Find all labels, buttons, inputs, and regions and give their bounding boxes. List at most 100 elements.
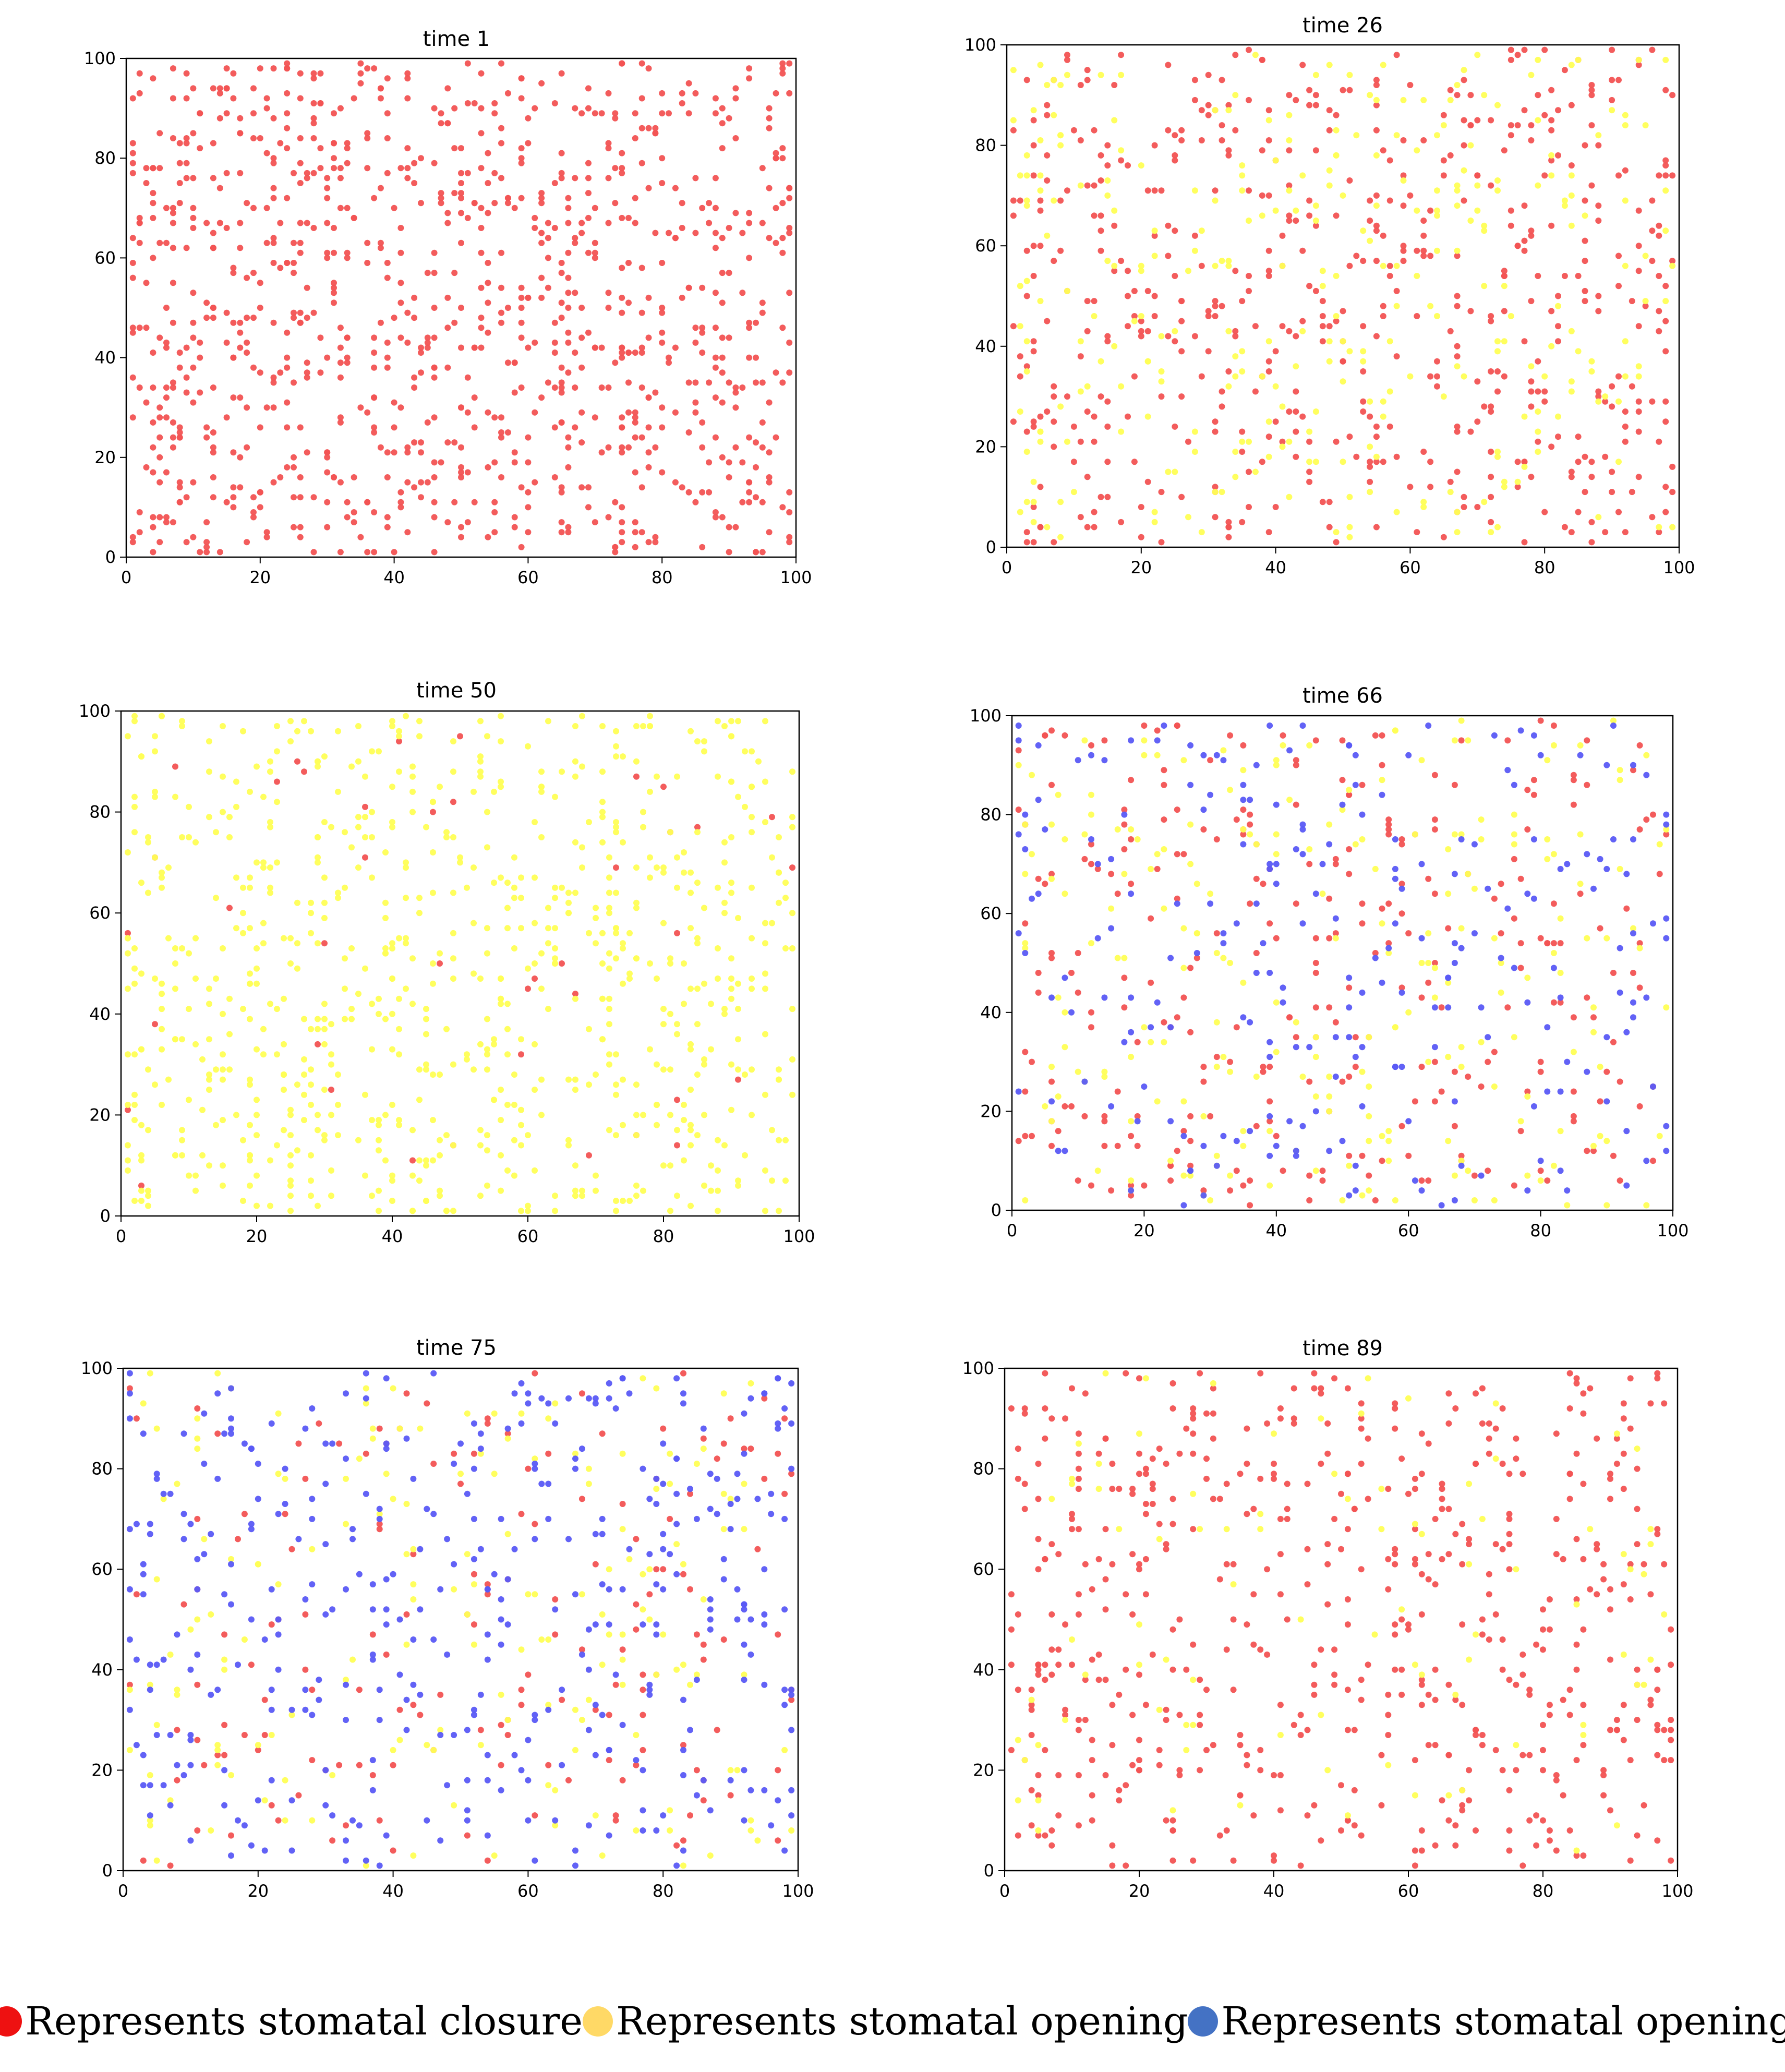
scatter-point-opening_blue [1062, 974, 1068, 981]
scatter-point-opening_blue [376, 1515, 383, 1522]
scatter-point-closure [150, 165, 156, 172]
scatter-point-opening_yellow [579, 1192, 585, 1199]
scatter-point-closure [746, 65, 753, 72]
scatter-point-opening_yellow [1613, 1822, 1620, 1829]
scatter-point-closure [1365, 1435, 1371, 1442]
scatter-point-opening_yellow [1511, 1034, 1517, 1041]
scatter-point-closure [1588, 82, 1595, 88]
scatter-point-opening_yellow [1405, 1009, 1412, 1016]
scatter-point-opening_blue [498, 1787, 504, 1793]
scatter-point-opening_yellow [694, 935, 701, 942]
scatter-point-closure [451, 190, 458, 197]
scatter-point-closure [1290, 1415, 1297, 1422]
scatter-point-closure [1017, 373, 1023, 380]
scatter-point-opening_blue [1643, 994, 1650, 1001]
scatter-point-opening_blue [1280, 999, 1286, 1006]
scatter-point-closure [1326, 1004, 1333, 1011]
scatter-point-opening_yellow [518, 1646, 525, 1653]
scatter-point-closure [1212, 484, 1219, 490]
scatter-point-opening_yellow [1451, 737, 1458, 744]
scatter-point-closure [418, 350, 424, 356]
scatter-point-closure [1180, 851, 1187, 858]
scatter-point-closure [250, 135, 257, 141]
x-tick-label: 20 [1133, 1221, 1155, 1240]
scatter-point-closure [1304, 1546, 1311, 1552]
scatter-point-closure [277, 474, 284, 480]
scatter-point-opening_yellow [1617, 777, 1623, 784]
scatter-point-opening_yellow [335, 1102, 341, 1108]
scatter-point-closure [464, 170, 471, 176]
scatter-point-closure [1062, 732, 1068, 739]
scatter-point-opening_yellow [776, 1066, 782, 1073]
scatter-point-closure [1595, 388, 1602, 395]
y-tick-label: 20 [975, 437, 996, 456]
scatter-point-closure [324, 255, 331, 261]
scatter-point-closure [270, 65, 277, 72]
scatter-point-closure [344, 354, 351, 361]
scatter-point-closure [1526, 1691, 1533, 1698]
scatter-point-closure [1198, 137, 1205, 143]
scatter-point-closure [1259, 56, 1265, 63]
scatter-point-opening_yellow [430, 889, 436, 896]
y-tick-label: 60 [975, 236, 996, 256]
scatter-point-opening_yellow [410, 1596, 417, 1603]
scatter-point-opening_blue [673, 1455, 680, 1462]
scatter-point-closure [1246, 273, 1252, 279]
scatter-point-opening_yellow [213, 1066, 219, 1073]
scatter-point-closure [1142, 1465, 1149, 1472]
scatter-point-opening_yellow [715, 773, 721, 780]
scatter-point-closure [450, 799, 456, 805]
scatter-point-closure [458, 474, 464, 480]
scatter-point-closure [1392, 1546, 1398, 1552]
scatter-point-opening_yellow [599, 1852, 606, 1859]
scatter-point-opening_yellow [1513, 1566, 1519, 1573]
scatter-point-opening_blue [1650, 1083, 1656, 1090]
scatter-point-closure [1111, 82, 1118, 88]
scatter-point-opening_yellow [254, 763, 260, 770]
x-tick-label: 100 [1663, 558, 1695, 577]
scatter-point-opening_yellow [1492, 1400, 1499, 1407]
scatter-point-closure [1299, 413, 1306, 420]
scatter-point-closure [1048, 1078, 1055, 1085]
scatter-point-opening_yellow [762, 940, 768, 947]
scatter-point-opening_yellow [172, 793, 178, 800]
scatter-point-closure [1513, 1455, 1519, 1462]
scatter-point-opening_yellow [152, 733, 158, 740]
scatter-point-opening_yellow [131, 1102, 138, 1108]
scatter-point-closure [1573, 1536, 1580, 1543]
scatter-point-opening_yellow [660, 864, 667, 871]
x-tick-label: 0 [1007, 1221, 1017, 1240]
scatter-point-opening_yellow [578, 1717, 585, 1724]
scatter-point-closure [1104, 398, 1111, 405]
scatter-point-closure [1200, 826, 1207, 833]
scatter-point-opening_yellow [1273, 1049, 1280, 1055]
scatter-point-closure [1068, 1103, 1075, 1110]
scatter-point-closure [687, 1586, 693, 1593]
scatter-point-closure [1250, 1505, 1257, 1512]
scatter-point-closure [1311, 1681, 1318, 1688]
scatter-point-closure [679, 100, 685, 106]
scatter-point-opening_yellow [382, 1112, 389, 1118]
scatter-point-closure [1306, 102, 1313, 109]
scatter-point-closure [1506, 1847, 1513, 1854]
scatter-point-closure [344, 204, 351, 211]
scatter-point-closure [1427, 207, 1434, 214]
scatter-point-closure [1600, 1772, 1607, 1778]
scatter-point-closure [592, 110, 598, 117]
scatter-point-opening_blue [228, 1561, 234, 1568]
scatter-point-closure [176, 160, 183, 166]
scatter-point-closure [1656, 438, 1662, 445]
scatter-point-closure [1191, 232, 1198, 239]
scatter-point-opening_yellow [1445, 1054, 1452, 1061]
scatter-point-closure [1566, 1827, 1573, 1834]
scatter-point-opening_yellow [552, 1400, 559, 1407]
scatter-point-closure [156, 454, 163, 461]
scatter-point-opening_yellow [1158, 378, 1165, 385]
scatter-point-opening_yellow [552, 945, 558, 951]
scatter-point-opening_yellow [1479, 1515, 1486, 1522]
scatter-point-closure [652, 130, 659, 137]
scatter-point-opening_yellow [1138, 313, 1144, 319]
scatter-point-opening_yellow [559, 768, 565, 775]
scatter-point-opening_yellow [776, 869, 782, 876]
scatter-point-closure [150, 419, 156, 426]
